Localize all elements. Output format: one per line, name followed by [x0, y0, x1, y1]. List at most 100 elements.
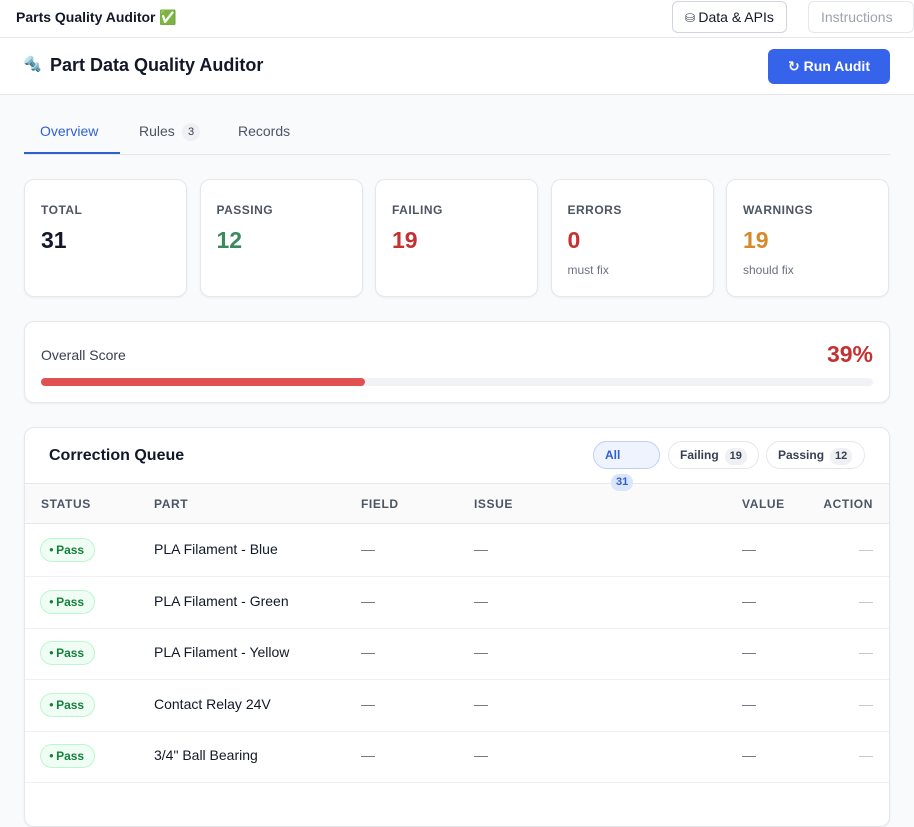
- stat-card: TOTAL 31: [24, 179, 187, 297]
- cell-action: —: [859, 592, 873, 609]
- top-bar: Parts Quality Auditor ✅ ⛁ Data & APIs In…: [0, 0, 914, 38]
- status-text: Pass: [56, 749, 85, 763]
- stat-value: 31: [41, 227, 67, 253]
- cell-action: —: [859, 644, 873, 660]
- part-name: PLA Filament - Yellow: [154, 644, 290, 660]
- column-header: ISSUE: [474, 497, 514, 511]
- cell-value: —: [742, 592, 756, 609]
- filter-label: Failing: [680, 448, 719, 462]
- stat-card: FAILING 19: [375, 179, 538, 297]
- status-text: Pass: [56, 697, 85, 712]
- filter-count: 12: [830, 448, 853, 465]
- column-header: ACTION: [823, 497, 873, 511]
- column-header: STATUS: [41, 497, 91, 511]
- cell-action: —: [859, 695, 873, 712]
- data-apis-button[interactable]: ⛁ Data & APIs: [672, 1, 787, 33]
- part-name: 3/4" Ball Bearing: [154, 747, 258, 763]
- stat-label: WARNINGS: [743, 203, 813, 217]
- button-label: Data & APIs: [698, 9, 774, 25]
- row-divider: [25, 730, 889, 732]
- tab[interactable]: Records: [238, 123, 291, 139]
- column-header: VALUE: [742, 497, 785, 511]
- cell-action: —: [859, 747, 873, 763]
- part-name: PLA Filament - Green: [154, 592, 289, 609]
- filter-pill[interactable]: Failing 19: [668, 441, 759, 469]
- tab-divider: [24, 154, 890, 155]
- score-label: Overall Score: [41, 347, 126, 363]
- status-dot: ●: [49, 648, 57, 657]
- cell-issue: —: [474, 592, 488, 609]
- stat-value: 19: [743, 227, 769, 253]
- score-track: [41, 378, 873, 386]
- part-name: Contact Relay 24V: [154, 695, 271, 712]
- stat-value: 12: [216, 227, 243, 253]
- header-title: Part Data Quality Auditor: [50, 55, 264, 75]
- refresh-icon: ↻: [788, 58, 804, 74]
- stat-card: ERRORS 0 must fix: [550, 179, 714, 297]
- app-title: Parts Quality Auditor ✅: [16, 9, 177, 25]
- cell-issue: —: [474, 695, 488, 712]
- score-card: Overall Score 39%: [24, 321, 890, 403]
- part-name: PLA Filament - Blue: [154, 541, 278, 557]
- cell-value: —: [742, 541, 756, 557]
- status-dot: ●: [49, 545, 57, 554]
- column-header: FIELD: [361, 497, 399, 511]
- status-dot: ●: [49, 699, 57, 709]
- cell-issue: —: [474, 541, 488, 557]
- filter-pill[interactable]: All 31: [593, 441, 660, 491]
- column-header: PART: [154, 497, 189, 511]
- cell-field: —: [361, 695, 375, 712]
- row-divider: [25, 782, 889, 783]
- score-bar: [41, 378, 366, 386]
- tab-badge: 3: [182, 123, 200, 141]
- status-dot: ●: [49, 596, 57, 606]
- button-label: Run Audit: [803, 58, 870, 74]
- tab[interactable]: Overview: [40, 123, 99, 139]
- row-divider: [25, 576, 889, 577]
- stat-note: should fix: [743, 263, 794, 277]
- stat-label: ERRORS: [567, 203, 622, 217]
- run-audit-button[interactable]: ↻ Run Audit: [768, 49, 890, 84]
- filter-label: Passing: [778, 448, 825, 462]
- stat-card: PASSING 12: [199, 179, 363, 297]
- cell-value: —: [742, 695, 756, 712]
- header: 🔩 Part Data Quality Auditor ↻ Run Audit: [0, 38, 914, 95]
- queue-card: Correction Queue All 31 Failing 19 Passing 12…: [24, 427, 890, 827]
- cell-field: —: [361, 541, 375, 557]
- active-tab-indicator: [24, 152, 120, 154]
- status-badge: ● Pass: [40, 538, 96, 562]
- stat-label: PASSING: [216, 203, 274, 217]
- tab[interactable]: Rules: [139, 123, 175, 139]
- instructions-button[interactable]: Instructions: [808, 1, 914, 33]
- status-badge: ● Pass: [40, 641, 96, 665]
- status-text: Pass: [56, 594, 85, 609]
- stat-card: WARNINGS 19 should fix: [726, 179, 889, 297]
- row-divider: [25, 679, 889, 680]
- db-icon: ⛁: [685, 11, 699, 25]
- cell-issue: —: [474, 644, 488, 660]
- filter-label: All: [605, 448, 621, 462]
- status-badge: ● Pass: [40, 589, 96, 614]
- status-badge: ● Pass: [40, 692, 96, 717]
- score-value: 39%: [826, 341, 873, 367]
- status-badge: ● Pass: [40, 744, 96, 768]
- queue-title: Correction Queue: [49, 447, 185, 464]
- cell-issue: —: [474, 747, 488, 763]
- status-text: Pass: [56, 543, 85, 557]
- status-text: Pass: [56, 646, 85, 660]
- cell-field: —: [361, 592, 375, 609]
- stat-value: 19: [392, 227, 418, 253]
- filter-pill[interactable]: Passing 12: [766, 441, 865, 469]
- stat-note: must fix: [567, 263, 609, 277]
- cell-action: —: [859, 541, 873, 557]
- cell-value: —: [742, 644, 756, 660]
- filter-count: 31: [611, 474, 634, 491]
- stat-label: FAILING: [392, 203, 443, 217]
- status-dot: ●: [49, 751, 57, 760]
- stat-value: 0: [567, 227, 581, 253]
- header-icon: 🔩: [23, 56, 42, 73]
- row-divider: [25, 627, 889, 629]
- cell-value: —: [742, 747, 756, 763]
